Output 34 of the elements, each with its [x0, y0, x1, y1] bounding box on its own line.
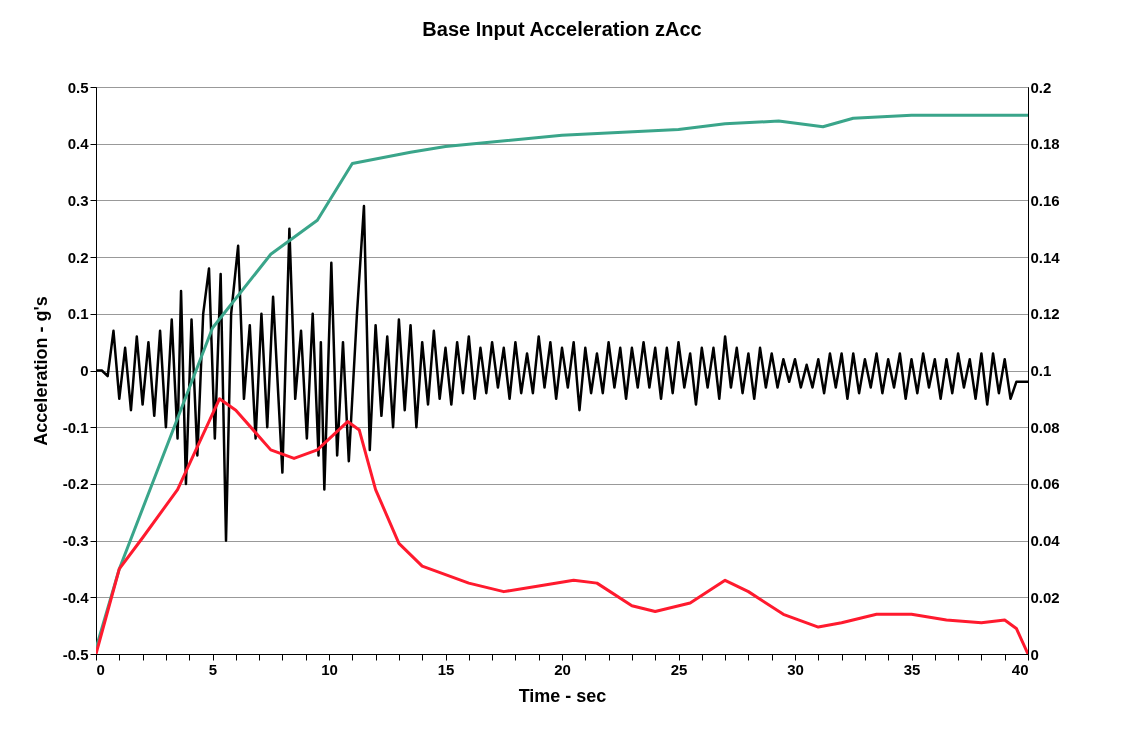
x-tick-label: 10 [321, 660, 338, 678]
y2-tick-label: 0.2 [1030, 78, 1052, 96]
y-tick-label: -0.4 [62, 588, 90, 606]
y-tick-label: 0 [80, 362, 89, 379]
y2-tick-label: 0.02 [1030, 588, 1060, 606]
y-axis-title: Acceleration - g's [30, 296, 51, 446]
y-tick-label: -0.5 [62, 645, 89, 663]
x-tick-label: 15 [437, 660, 455, 678]
y-tick-label: 0.5 [67, 78, 89, 96]
y-tick-label: -0.1 [62, 418, 89, 436]
y2-tick-label: 0 [1030, 645, 1039, 663]
y-tick-label: -0.3 [62, 532, 89, 550]
x-axis-title: Time - sec [518, 685, 607, 706]
y2-tick-label: 0.06 [1030, 475, 1060, 493]
x-tick-label: 30 [787, 660, 804, 678]
x-tick-label: 25 [670, 660, 688, 678]
y2-tick-label: 0.16 [1030, 191, 1060, 209]
y2-tick-label: 0.18 [1030, 135, 1060, 153]
y-tick-label: -0.2 [62, 475, 89, 493]
y2-tick-label: 0.04 [1030, 532, 1061, 550]
y2-tick-label: 0.12 [1030, 305, 1060, 323]
chart-title: Base Input Acceleration zAcc [422, 18, 702, 40]
y2-tick-label: 0.1 [1030, 362, 1052, 379]
y2-tick-label: 0.08 [1030, 418, 1060, 436]
x-tick-label: 5 [208, 660, 218, 678]
y-tick-label: 0.2 [67, 248, 89, 266]
x-tick-label: 40 [1011, 660, 1029, 678]
y2-tick-label: 0.14 [1030, 248, 1061, 266]
y-tick-label: 0.3 [67, 191, 89, 209]
x-tick-label: 0 [96, 660, 105, 678]
x-tick-label: 35 [903, 660, 921, 678]
x-tick-label: 20 [554, 660, 571, 678]
y-tick-label: 0.1 [67, 305, 89, 323]
y-tick-label: 0.4 [67, 135, 90, 153]
